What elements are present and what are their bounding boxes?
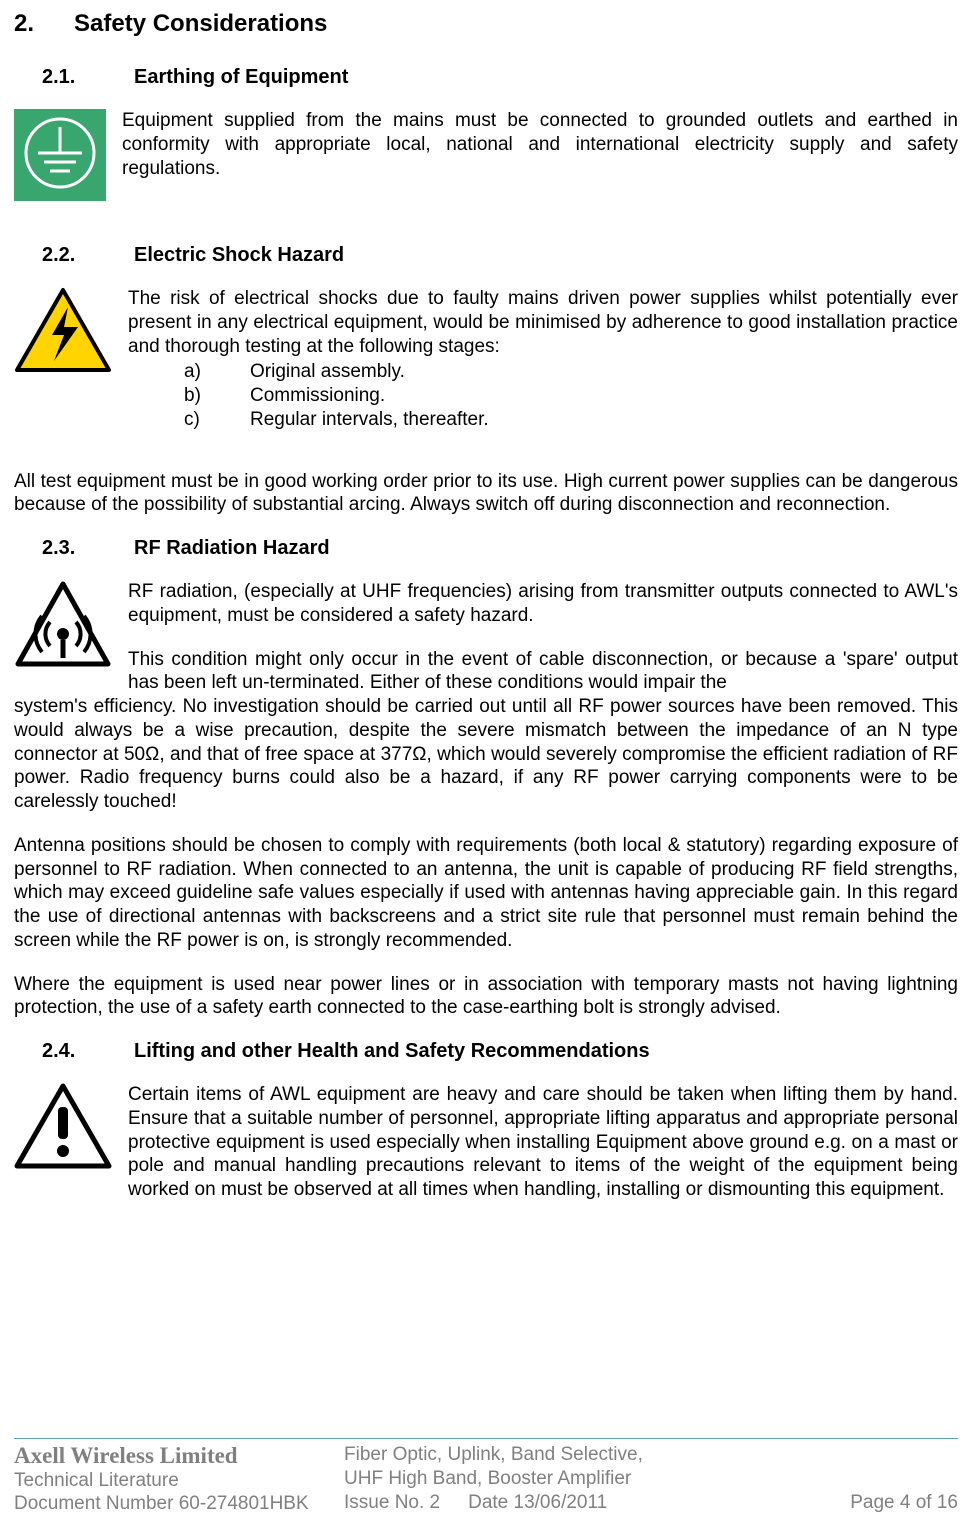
lifting-text: Certain items of AWL equipment are heavy…: [128, 1083, 958, 1202]
shock-block: The risk of electrical shocks due to fau…: [14, 287, 958, 432]
rf-p2-rest: system's efficiency. No investigation sh…: [14, 695, 958, 814]
subsection-heading: 2.2.Electric Shock Hazard: [42, 244, 958, 267]
subsection-heading: 2.3.RF Radiation Hazard: [42, 537, 958, 560]
subsection-number: 2.4.: [42, 1040, 134, 1063]
footer-left: Axell Wireless Limited Technical Literat…: [14, 1443, 344, 1516]
shock-icon: [14, 287, 112, 380]
shock-text: The risk of electrical shocks due to fau…: [128, 287, 958, 432]
rf-lead-text: RF radiation, (especially at UHF frequen…: [128, 580, 958, 695]
shock-list: a)Original assembly. b)Commissioning. c)…: [184, 360, 958, 431]
page-footer: Axell Wireless Limited Technical Literat…: [14, 1438, 958, 1516]
rf-p1: RF radiation, (especially at UHF frequen…: [128, 580, 958, 628]
lifting-block: Certain items of AWL equipment are heavy…: [14, 1083, 958, 1202]
subsection-title: Electric Shock Hazard: [134, 244, 344, 266]
document-page: 2.Safety Considerations 2.1.Earthing of …: [0, 0, 972, 1538]
shock-after: All test equipment must be in good worki…: [14, 470, 958, 518]
shock-lead: The risk of electrical shocks due to fau…: [128, 288, 958, 357]
subsection-heading: 2.4.Lifting and other Health and Safety …: [42, 1040, 958, 1063]
footer-title2: UHF High Band, Booster Amplifier: [344, 1467, 958, 1491]
footer-title1: Fiber Optic, Uplink, Band Selective,: [344, 1443, 958, 1467]
footer-brand: Axell Wireless Limited: [14, 1443, 344, 1468]
earth-icon: [14, 109, 106, 206]
list-item: a)Original assembly.: [184, 360, 958, 384]
footer-sub: Technical Literature: [14, 1469, 344, 1493]
subsection-title: RF Radiation Hazard: [134, 537, 330, 559]
section-number: 2.: [14, 10, 74, 38]
subsection-number: 2.2.: [42, 244, 134, 267]
earthing-text: Equipment supplied from the mains must b…: [122, 109, 958, 180]
subsection-title: Lifting and other Health and Safety Reco…: [134, 1040, 650, 1062]
list-item: b)Commissioning.: [184, 384, 958, 408]
section-title: Safety Considerations: [74, 10, 327, 37]
subsection-number: 2.3.: [42, 537, 134, 560]
rf-p3: Antenna positions should be chosen to co…: [14, 834, 958, 953]
rf-icon: [14, 580, 112, 683]
subsection-heading: 2.1.Earthing of Equipment: [42, 66, 958, 89]
footer-doc: Document Number 60-274801HBK: [14, 1492, 344, 1516]
earthing-block: Equipment supplied from the mains must b…: [14, 109, 958, 206]
section-heading: 2.Safety Considerations: [14, 10, 958, 38]
rf-block: RF radiation, (especially at UHF frequen…: [14, 580, 958, 695]
rf-p4: Where the equipment is used near power l…: [14, 973, 958, 1021]
footer-issue: Issue No. 2: [344, 1491, 440, 1515]
footer-rule: [14, 1438, 958, 1439]
footer-right: Fiber Optic, Uplink, Band Selective, UHF…: [344, 1443, 958, 1516]
footer-page: Page 4 of 16: [850, 1491, 958, 1515]
footer-date: Date 13/06/2011: [468, 1491, 607, 1515]
subsection-number: 2.1.: [42, 66, 134, 89]
list-item: c)Regular intervals, thereafter.: [184, 408, 958, 432]
subsection-title: Earthing of Equipment: [134, 66, 348, 88]
rf-p2-lead: This condition might only occur in the e…: [128, 648, 958, 696]
caution-icon: [14, 1083, 112, 1176]
